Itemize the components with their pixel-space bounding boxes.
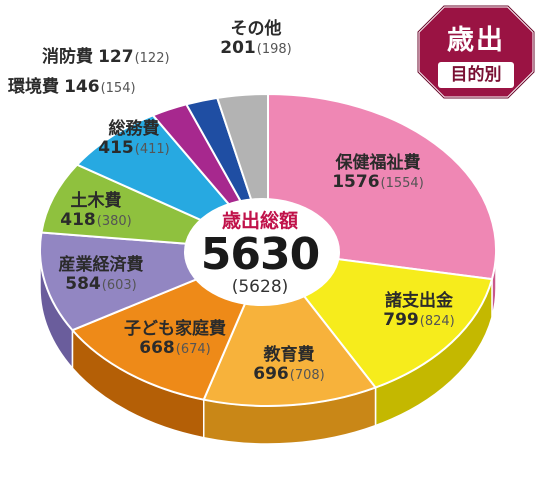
label-name: 総務費 (108, 119, 160, 139)
label-value: 418 (60, 210, 96, 231)
label-prev: (198) (256, 42, 292, 58)
label-children-family: 子ども家庭費 668(674) (110, 319, 240, 359)
badge-subtitle: 目的別 (438, 62, 514, 88)
label-civil-engineering: 土木費 418(380) (48, 191, 144, 231)
label-other: その他 201(198) (206, 19, 306, 59)
total-previous: (5628) (231, 277, 289, 297)
label-value: 668 (139, 338, 175, 359)
total-value: 5630 (200, 229, 320, 280)
label-name: 教育費 (263, 345, 315, 365)
pie-hub (184, 198, 340, 306)
label-prev: (122) (134, 51, 170, 66)
slice-education (202, 249, 377, 407)
label-prev: (674) (175, 342, 211, 358)
label-prev: (1554) (380, 176, 424, 192)
label-general-affairs: 総務費 415(411) (86, 119, 182, 159)
label-name: 環境費 (8, 77, 59, 97)
label-name: 諸支出金 (385, 291, 453, 311)
label-industry-economy: 産業経済費 584(603) (46, 255, 156, 295)
label-education: 教育費 696(708) (234, 345, 344, 385)
label-value: 584 (65, 274, 101, 295)
label-prev: (411) (134, 142, 170, 158)
total-title: 歳出総額 (221, 210, 298, 232)
label-name: 土木費 (70, 191, 122, 211)
label-fire-department: 消防費 127(122) (42, 47, 170, 67)
label-name: 産業経済費 (58, 255, 144, 275)
label-value: 696 (253, 364, 289, 385)
label-prev: (824) (419, 314, 455, 330)
label-name: 保健福祉費 (335, 153, 421, 173)
label-value: 415 (98, 138, 134, 159)
label-value: 201 (220, 38, 256, 59)
label-name: 消防費 (42, 47, 93, 67)
label-prev: (154) (100, 81, 136, 96)
label-misc-expenditure: 諸支出金 799(824) (364, 291, 474, 331)
label-value: 1576 (332, 172, 380, 193)
label-name: その他 (230, 19, 282, 39)
center-total-box: 歳出総額 5630 (5628) (190, 206, 330, 297)
label-name: 子ども家庭費 (124, 319, 226, 339)
label-value: 799 (383, 310, 419, 331)
center-hub (184, 198, 340, 306)
label-value: 146 (64, 77, 100, 97)
label-value: 127 (98, 47, 134, 67)
badge-title: 歳出 (447, 25, 505, 56)
label-prev: (708) (289, 368, 325, 384)
label-environment: 環境費 146(154) (8, 77, 136, 97)
label-health-welfare: 保健福祉費 1576(1554) (318, 153, 438, 193)
label-prev: (603) (101, 278, 137, 294)
label-prev: (380) (96, 214, 132, 230)
